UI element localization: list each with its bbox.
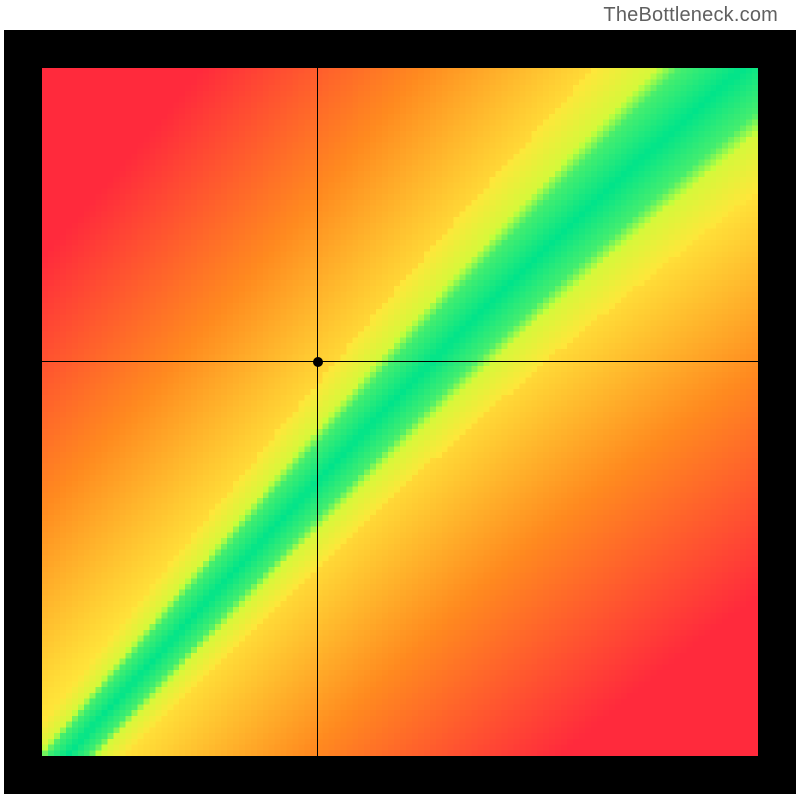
crosshair-horizontal <box>42 361 758 362</box>
watermark-text: TheBottleneck.com <box>603 4 778 27</box>
plot-area <box>42 68 758 756</box>
crosshair-vertical <box>317 68 318 756</box>
chart-container: TheBottleneck.com <box>0 0 800 800</box>
heatmap-canvas <box>42 68 758 756</box>
marker-dot <box>313 357 323 367</box>
